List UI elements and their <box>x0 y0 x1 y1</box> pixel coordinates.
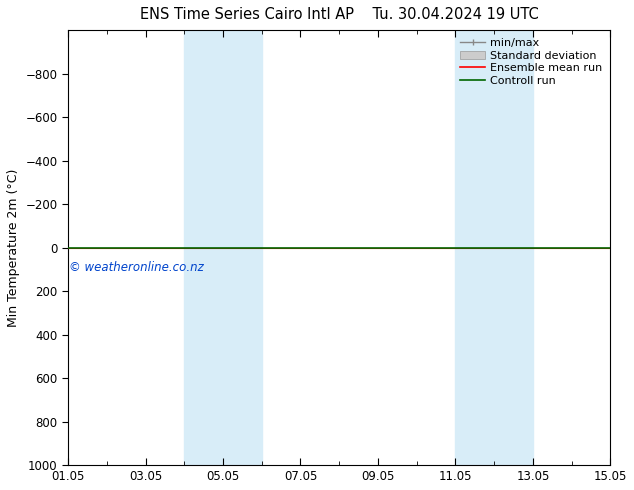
Bar <box>455 30 533 465</box>
Title: ENS Time Series Cairo Intl AP    Tu. 30.04.2024 19 UTC: ENS Time Series Cairo Intl AP Tu. 30.04.… <box>140 7 538 22</box>
Bar <box>184 30 262 465</box>
Legend: min/max, Standard deviation, Ensemble mean run, Controll run: min/max, Standard deviation, Ensemble me… <box>458 36 605 88</box>
Text: © weatheronline.co.nz: © weatheronline.co.nz <box>69 261 204 274</box>
Y-axis label: Min Temperature 2m (°C): Min Temperature 2m (°C) <box>7 169 20 327</box>
